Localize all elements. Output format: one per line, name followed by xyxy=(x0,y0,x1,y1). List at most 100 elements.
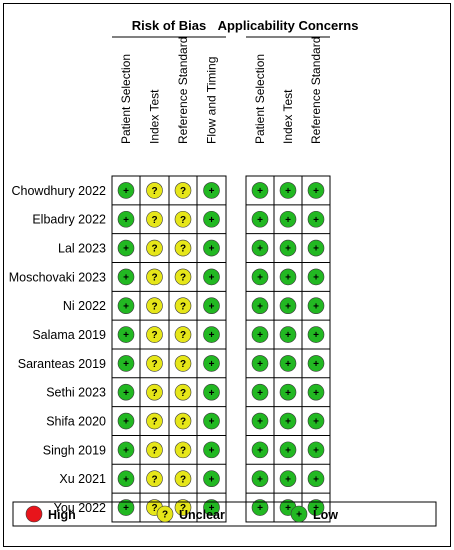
cell-4-1-1-circle xyxy=(279,297,297,315)
legend-label-high: High xyxy=(48,508,76,522)
cell-10-1-2-circle xyxy=(307,470,325,488)
cell-10-0-1-symbol: ? xyxy=(151,474,157,485)
cell-1-1-0-symbol: + xyxy=(257,215,263,226)
cell-10-0-3: + xyxy=(203,470,220,488)
cell-5-1-0-circle xyxy=(251,326,269,343)
cell-9-0-3: + xyxy=(203,441,220,459)
cell-1-0-0-symbol: + xyxy=(123,215,129,226)
cell-0-0-3-symbol: + xyxy=(209,186,215,197)
cell-9-0-2-symbol: ? xyxy=(180,445,186,456)
cell-4-1-0: + xyxy=(251,297,269,315)
study-label-4: Ni 2022 xyxy=(63,299,106,313)
cell-6-1-2-circle xyxy=(307,355,325,372)
cell-1-0-2-circle xyxy=(174,210,192,228)
cell-8-1-0-circle xyxy=(251,412,269,430)
legend-label-low: Low xyxy=(313,508,338,522)
cell-11-0-1-symbol: ? xyxy=(151,503,157,514)
legend-marker-unclear-symbol: ? xyxy=(162,510,168,521)
domain-label-1-0: Patient Selection xyxy=(253,54,267,144)
domain-label-0-0: Patient Selection xyxy=(119,54,133,144)
legend: High? Unclear + Low xyxy=(12,501,437,527)
cell-11-0-0-symbol: + xyxy=(123,503,129,514)
cell-4-0-2: ? xyxy=(174,297,192,315)
cell-6-0-0-circle xyxy=(117,355,135,372)
cell-9-1-2-circle xyxy=(307,441,325,459)
cell-3-0-2-circle xyxy=(174,268,192,286)
cell-8-1-1-symbol: + xyxy=(285,417,291,428)
cell-6-1-2: + xyxy=(307,355,325,372)
study-label-5: Salama 2019 xyxy=(32,328,106,342)
cell-8-1-2-symbol: + xyxy=(313,417,319,428)
cell-1-0-1-circle xyxy=(146,210,163,228)
cell-2-1-2: + xyxy=(307,239,325,257)
study-label-9: Singh 2019 xyxy=(43,443,106,457)
cell-8-0-0-circle xyxy=(117,412,135,430)
cell-4-1-1: + xyxy=(279,297,297,315)
cell-1-0-3: + xyxy=(203,210,220,228)
cell-2-1-0: + xyxy=(251,239,269,257)
cell-3-1-2-symbol: + xyxy=(313,273,319,284)
cell-2-0-1-circle xyxy=(146,239,163,257)
cell-2-0-0-circle xyxy=(117,239,135,257)
cell-5-1-1-circle xyxy=(279,326,297,343)
cell-0-0-1: ? xyxy=(146,182,163,199)
cell-0-0-3: + xyxy=(203,182,220,199)
cell-10-1-2: + xyxy=(307,470,325,488)
cell-6-1-2-symbol: + xyxy=(313,359,319,370)
cell-5-1-2: + xyxy=(307,326,325,343)
cell-7-0-2: ? xyxy=(174,383,192,401)
cell-10-1-0-circle xyxy=(251,470,269,488)
cell-8-0-2-symbol: ? xyxy=(180,417,186,428)
cell-0-1-0: + xyxy=(251,182,269,199)
cell-5-1-2-symbol: + xyxy=(313,330,319,341)
cell-11-0-2-symbol: ? xyxy=(180,503,186,514)
cell-4-0-3-symbol: + xyxy=(209,301,215,312)
cell-11-1-1-symbol: + xyxy=(285,503,291,514)
cell-0-1-2-symbol: + xyxy=(313,186,319,197)
cell-6-1-1: + xyxy=(279,355,297,372)
cell-4-1-2-symbol: + xyxy=(313,301,319,312)
cell-0-0-0-symbol: + xyxy=(123,186,129,197)
cell-0-0-1-circle xyxy=(146,182,163,199)
cell-6-0-3: + xyxy=(203,355,220,372)
cell-2-0-2-symbol: ? xyxy=(180,244,186,255)
cell-4-0-3: + xyxy=(203,297,220,315)
cell-7-0-2-circle xyxy=(174,383,192,401)
cell-0-0-0: + xyxy=(117,182,135,199)
cell-1-0-3-circle xyxy=(203,210,220,228)
group-headers: Risk of Bias Applicability Concerns xyxy=(112,18,358,38)
cell-7-0-2-symbol: ? xyxy=(180,388,186,399)
cell-7-1-2-symbol: + xyxy=(313,388,319,399)
cell-9-0-0-symbol: + xyxy=(123,445,129,456)
cell-5-1-1: + xyxy=(279,326,297,343)
cell-1-1-0-circle xyxy=(251,210,269,228)
cell-0-1-0-symbol: + xyxy=(257,186,263,197)
cell-4-0-1: ? xyxy=(146,297,163,315)
cell-7-1-0: + xyxy=(251,383,269,401)
cell-11-1-2-circle xyxy=(307,499,325,516)
cell-2-0-3-symbol: + xyxy=(209,244,215,255)
cell-6-1-0: + xyxy=(251,355,269,372)
cell-8-0-1-circle xyxy=(146,412,163,430)
cell-5-0-2-circle xyxy=(174,326,192,343)
cell-3-1-1: + xyxy=(279,268,297,286)
cell-8-1-0-symbol: + xyxy=(257,417,263,428)
cell-1-1-2: + xyxy=(307,210,325,228)
cell-10-0-2-circle xyxy=(174,470,192,488)
cell-10-0-3-circle xyxy=(203,470,220,488)
cell-10-1-1-circle xyxy=(279,470,297,488)
cell-7-1-0-circle xyxy=(251,383,269,401)
cell-8-0-2: ? xyxy=(174,412,192,430)
cell-7-0-1: ? xyxy=(146,383,163,401)
study-labels: Chowdhury 2022 Elbadry 2022 Lal 2023 Moscho… xyxy=(9,184,106,515)
cell-11-0-2: ? xyxy=(174,499,192,516)
cell-0-1-0-circle xyxy=(251,182,269,199)
cell-10-1-1-symbol: + xyxy=(285,474,291,485)
cell-3-1-1-circle xyxy=(279,268,297,286)
cell-5-0-2-symbol: ? xyxy=(180,330,186,341)
cell-10-1-1: + xyxy=(279,470,297,488)
cell-6-1-1-circle xyxy=(279,355,297,372)
cell-7-0-3: + xyxy=(203,383,220,401)
cell-2-1-2-symbol: + xyxy=(313,244,319,255)
cell-5-0-1-circle xyxy=(146,326,163,343)
